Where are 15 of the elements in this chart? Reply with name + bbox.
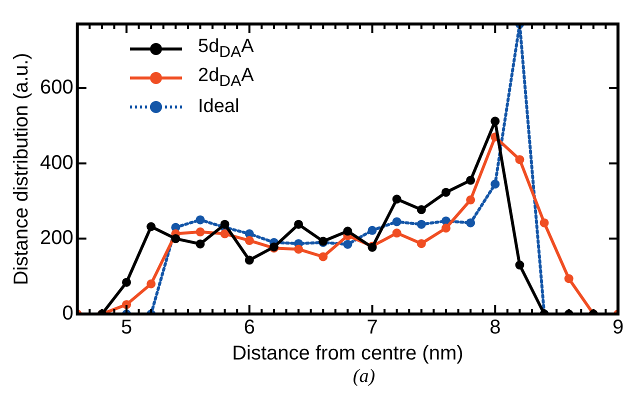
x-tick-label: 6 bbox=[244, 316, 255, 339]
x-axis-title: Distance from centre (nm) bbox=[232, 342, 464, 365]
legend-label: 5d$_{DA}$A bbox=[198, 36, 254, 62]
x-tick-label: 8 bbox=[490, 316, 501, 339]
y-tick-label: 0 bbox=[62, 302, 74, 325]
x-tick-label: 5 bbox=[120, 316, 132, 339]
x-tick-label: 7 bbox=[366, 316, 378, 339]
legend-label: 2d$_{DA}$A bbox=[198, 64, 254, 90]
y-tick-label: 200 bbox=[40, 227, 74, 250]
y-axis-title: Distance distribution (a.u.) bbox=[10, 52, 33, 286]
legend-label: Ideal bbox=[198, 96, 240, 118]
text: (a) bbox=[352, 366, 376, 388]
y-tick-label: 400 bbox=[40, 152, 74, 174]
y-tick-label: 600 bbox=[40, 76, 74, 99]
x-tick-label: 9 bbox=[612, 316, 624, 339]
